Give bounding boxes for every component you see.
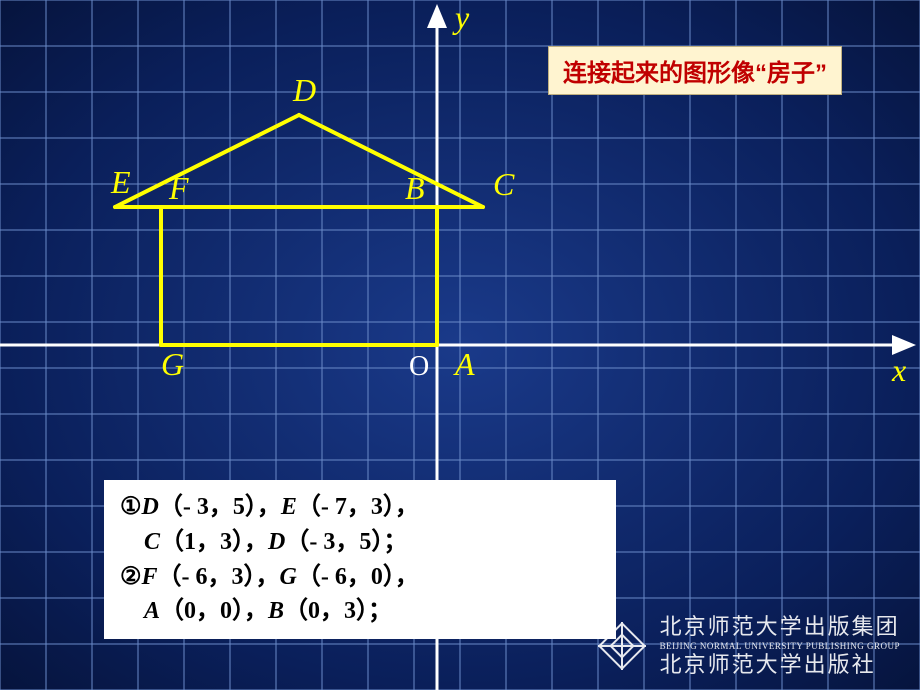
point-E-label: E: [110, 164, 131, 200]
point-G-label: G: [161, 346, 184, 382]
logo-text: 北京师范大学出版集团 BEIJING NORMAL UNIVERSITY PUB…: [660, 614, 900, 678]
point-C-label: C: [493, 166, 515, 202]
caption-box: 连接起来的图形像“房子”: [548, 46, 842, 95]
origin-label: O: [409, 351, 429, 382]
point-A-label: A: [453, 346, 475, 382]
coords-line: ①D（- 3，5），E（- 7，3），: [120, 490, 600, 525]
coordinates-box: ①D（- 3，5），E（- 7，3）， C（1，3），D（- 3，5）；②F（-…: [104, 480, 616, 639]
point-B-label: B: [405, 170, 425, 206]
coords-line: C（1，3），D（- 3，5）；: [120, 525, 600, 560]
x-axis-label: x: [891, 352, 906, 388]
y-axis-label: y: [452, 0, 470, 35]
coords-line: ②F（- 6，3），G（- 6，0），: [120, 560, 600, 595]
point-F-label: F: [168, 170, 189, 206]
logo-line2: 北京师范大学出版社: [660, 652, 900, 678]
logo-line1-en: BEIJING NORMAL UNIVERSITY PUBLISHING GRO…: [660, 641, 900, 652]
coords-line: A（0，0），B（0，3）；: [120, 594, 600, 629]
logo-line1: 北京师范大学出版集团: [660, 614, 900, 640]
logo-diamond-icon: [594, 618, 650, 674]
caption-text: 连接起来的图形像“房子”: [563, 60, 827, 87]
publisher-logo: 北京师范大学出版集团 BEIJING NORMAL UNIVERSITY PUB…: [594, 614, 900, 678]
point-D-label: D: [292, 72, 316, 108]
slide: y x OA B C D E F G 连接起来的图形像“房子” ①D（- 3，5），E（- 7，…: [0, 0, 920, 690]
